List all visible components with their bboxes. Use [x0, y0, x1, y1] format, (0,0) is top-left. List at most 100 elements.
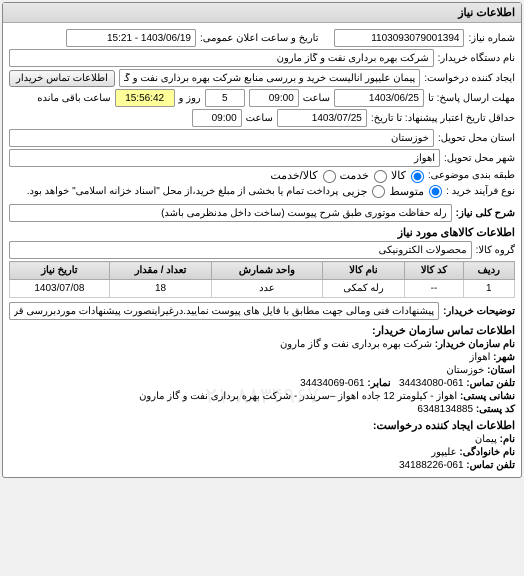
c-tel-line: تلفن تماس: 061-34434080 نمابر: 061-34434…	[9, 378, 515, 389]
c-prov: خوزستان	[446, 365, 484, 376]
c-tel: 061-34434080	[399, 378, 464, 389]
cell-date: 1403/07/08	[10, 280, 110, 298]
table-row: 1 -- رله کمکی عدد 18 1403/07/08	[10, 280, 515, 298]
c-org-label: نام سازمان خریدار:	[435, 339, 515, 350]
proc-opt-b[interactable]: جزیی	[342, 185, 385, 199]
cell-qty: 18	[109, 280, 212, 298]
panel-title: اطلاعات نیاز	[3, 3, 521, 23]
col-row: ردیف	[463, 262, 514, 280]
buyer-org-field	[9, 49, 434, 67]
validity-time-field	[192, 109, 242, 127]
col-code: کد کالا	[405, 262, 463, 280]
group-field	[9, 241, 472, 259]
c-org-line: نام سازمان خریدار: شرکت بهره برداری نفت …	[9, 339, 515, 350]
class-opt-b-label: خدمت	[340, 170, 369, 182]
city-field	[9, 149, 440, 167]
c-addr: اهواز - کیلومتر 12 جاده اهواز –سربندر - …	[139, 391, 457, 402]
announce-field	[66, 29, 196, 47]
row-buyer-note: توضیحات خریدار:	[9, 302, 515, 320]
row-city: شهر محل تحویل:	[9, 149, 515, 167]
proc-opt-b-label: جزیی	[342, 186, 367, 198]
contact-title: اطلاعات تماس سازمان خریدار:	[9, 324, 515, 337]
deadline-time-field	[249, 89, 299, 107]
c-fax-label: نمابر:	[367, 378, 390, 389]
info-panel: اطلاعات نیاز شماره نیاز: تاریخ و ساعت اع…	[2, 2, 522, 478]
contact-section: اطلاعات تماس سازمان خریدار: نام سازمان خ…	[9, 324, 515, 471]
panel-body: شماره نیاز: تاریخ و ساعت اعلان عمومی: نا…	[3, 23, 521, 477]
days-label: روز و	[179, 93, 201, 104]
row-req-no: شماره نیاز: تاریخ و ساعت اعلان عمومی:	[9, 29, 515, 47]
creator-field	[119, 69, 420, 87]
cell-code: --	[405, 280, 463, 298]
c-post-line: کد پستی: 6348134885	[9, 404, 515, 415]
buyer-org-label: نام دستگاه خریدار:	[438, 53, 515, 64]
row-proc: نوع فرآیند خرید : متوسط جزیی پرداخت تمام…	[9, 185, 515, 199]
c-city: اهواز	[470, 352, 491, 363]
deadline-date-field	[334, 89, 424, 107]
row-validity: حداقل تاریخ اعتبار پیشنهاد: تا تاریخ: سا…	[9, 109, 515, 127]
col-date: تاریخ نیاز	[10, 262, 110, 280]
validity-label: حداقل تاریخ اعتبار پیشنهاد: تا تاریخ:	[371, 113, 515, 124]
time-label-1: ساعت	[303, 93, 330, 104]
c2-tel: 061-34188226	[399, 460, 464, 471]
col-name: نام کالا	[322, 262, 405, 280]
c-city-label: شهر:	[493, 352, 515, 363]
announce-label: تاریخ و ساعت اعلان عمومی:	[200, 33, 319, 44]
row-creator: ایجاد کننده درخواست: اطلاعات تماس خریدار	[9, 69, 515, 87]
c2-name: پیمان	[475, 434, 497, 445]
c2-family-line: نام خانوادگی: علیپور	[9, 447, 515, 458]
group-label: گروه کالا:	[476, 245, 515, 256]
desc-field	[9, 204, 452, 222]
row-desc: شرح کلی نیاز:	[9, 204, 515, 222]
row-deadline: مهلت ارسال پاسخ: تا ساعت روز و ساعت باقی…	[9, 89, 515, 107]
buyer-note-label: توضیحات خریدار:	[443, 306, 515, 317]
creator-label: ایجاد کننده درخواست:	[424, 73, 515, 84]
proc-opt-a-label: متوسط	[389, 186, 424, 198]
c-city-line: شهر: اهواز	[9, 352, 515, 363]
cell-name: رله کمکی	[322, 280, 405, 298]
col-qty: تعداد / مقدار	[109, 262, 212, 280]
goods-title: اطلاعات کالاهای مورد نیاز	[9, 226, 515, 239]
c-org: شرکت بهره برداری نفت و گاز مارون	[280, 339, 432, 350]
row-province: استان محل تحویل:	[9, 129, 515, 147]
c2-family-label: نام خانوادگی:	[459, 447, 515, 458]
class-opt-a-label: کالا	[391, 170, 406, 182]
row-buyer-org: نام دستگاه خریدار:	[9, 49, 515, 67]
proc-label: نوع فرآیند خرید :	[446, 186, 515, 197]
class-radio-c[interactable]	[323, 170, 336, 183]
req-no-label: شماره نیاز:	[468, 33, 515, 44]
desc-label: شرح کلی نیاز:	[456, 208, 515, 219]
class-opt-a[interactable]: کالا	[391, 169, 424, 183]
req-no-field	[334, 29, 464, 47]
remain-label: ساعت باقی مانده	[37, 93, 110, 104]
class-label: طبقه بندی موضوعی:	[428, 170, 515, 181]
c-addr-label: نشانی پستی:	[460, 391, 515, 402]
proc-radio-a[interactable]	[429, 185, 442, 198]
class-radio-b[interactable]	[374, 170, 387, 183]
class-radio-a[interactable]	[411, 170, 424, 183]
c-addr-line: نشانی پستی: اهواز - کیلومتر 12 جاده اهوا…	[9, 391, 515, 402]
c2-family: علیپور	[431, 447, 456, 458]
class-opt-b[interactable]: خدمت	[340, 169, 387, 183]
col-unit: واحد شمارش	[212, 262, 322, 280]
cell-unit: عدد	[212, 280, 322, 298]
cell-row: 1	[463, 280, 514, 298]
city-label: شهر محل تحویل:	[444, 153, 515, 164]
proc-note: پرداخت تمام یا بخشی از مبلغ خرید،از محل …	[9, 186, 338, 197]
proc-opt-a[interactable]: متوسط	[389, 185, 442, 199]
contact-button[interactable]: اطلاعات تماس خریدار	[9, 70, 115, 87]
c2-tel-line: تلفن تماس: 061-34188226	[9, 460, 515, 471]
c-post: 6348134885	[417, 404, 473, 415]
province-label: استان محل تحویل:	[438, 133, 515, 144]
c2-name-label: نام:	[500, 434, 515, 445]
proc-radio-b[interactable]	[372, 185, 385, 198]
time-label-2: ساعت	[246, 113, 273, 124]
days-field	[205, 89, 245, 107]
class-opt-c[interactable]: کالا/خدمت	[270, 169, 335, 183]
creator2-title: اطلاعات ایجاد کننده درخواست:	[9, 419, 515, 432]
c2-tel-label: تلفن تماس:	[466, 460, 515, 471]
goods-table: ردیف کد کالا نام کالا واحد شمارش تعداد /…	[9, 261, 515, 298]
c-fax: 061-34434069	[300, 378, 365, 389]
remain-field	[115, 89, 175, 107]
c-tel-label: تلفن تماس:	[466, 378, 515, 389]
